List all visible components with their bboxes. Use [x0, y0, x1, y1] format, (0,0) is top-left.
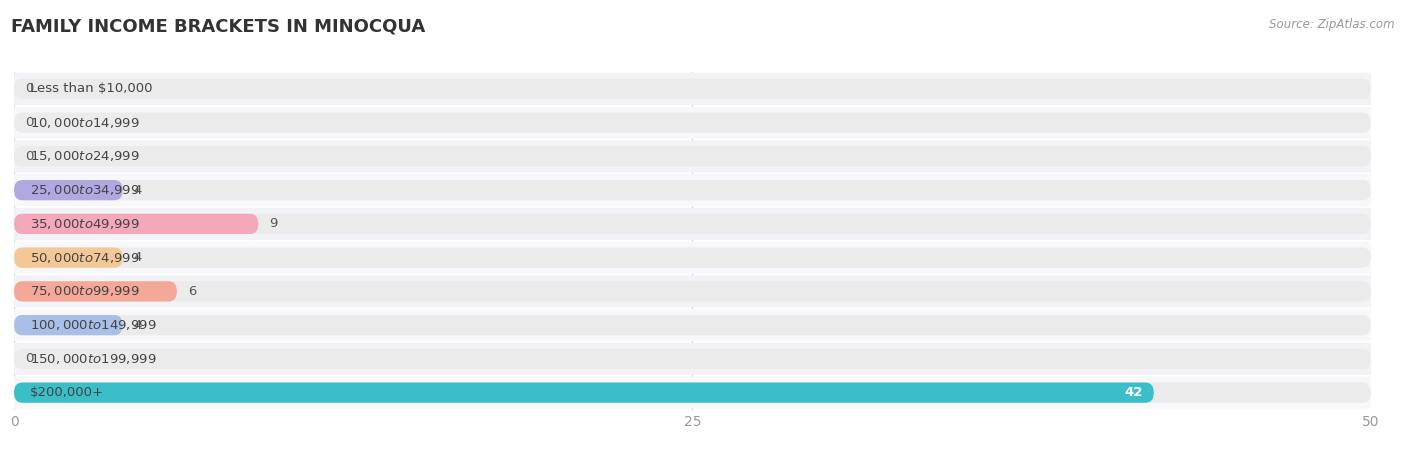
FancyBboxPatch shape — [14, 208, 1371, 240]
FancyBboxPatch shape — [14, 382, 1154, 403]
FancyBboxPatch shape — [14, 309, 1371, 341]
FancyBboxPatch shape — [14, 180, 1371, 200]
FancyBboxPatch shape — [14, 214, 1371, 234]
Text: 0: 0 — [25, 352, 34, 365]
Text: $35,000 to $49,999: $35,000 to $49,999 — [31, 217, 141, 231]
FancyBboxPatch shape — [14, 248, 1371, 268]
Text: 0: 0 — [25, 82, 34, 95]
Text: $100,000 to $149,999: $100,000 to $149,999 — [31, 318, 157, 332]
Text: FAMILY INCOME BRACKETS IN MINOCQUA: FAMILY INCOME BRACKETS IN MINOCQUA — [11, 18, 426, 36]
FancyBboxPatch shape — [14, 343, 1371, 375]
FancyBboxPatch shape — [14, 315, 1371, 335]
FancyBboxPatch shape — [14, 73, 1371, 105]
Text: $75,000 to $99,999: $75,000 to $99,999 — [31, 284, 141, 298]
FancyBboxPatch shape — [14, 377, 1371, 409]
FancyBboxPatch shape — [14, 180, 122, 200]
Text: $15,000 to $24,999: $15,000 to $24,999 — [31, 149, 141, 163]
FancyBboxPatch shape — [14, 281, 1371, 302]
FancyBboxPatch shape — [14, 275, 1371, 307]
FancyBboxPatch shape — [14, 174, 1371, 206]
FancyBboxPatch shape — [14, 242, 1371, 274]
FancyBboxPatch shape — [14, 382, 1371, 403]
Text: 6: 6 — [188, 285, 195, 298]
Text: 0: 0 — [25, 150, 34, 163]
FancyBboxPatch shape — [14, 315, 122, 335]
Text: 4: 4 — [134, 251, 142, 264]
Text: $200,000+: $200,000+ — [31, 386, 104, 399]
FancyBboxPatch shape — [14, 107, 1371, 139]
Text: $150,000 to $199,999: $150,000 to $199,999 — [31, 352, 157, 366]
FancyBboxPatch shape — [14, 140, 1371, 172]
Text: 42: 42 — [1125, 386, 1143, 399]
FancyBboxPatch shape — [14, 112, 1371, 133]
FancyBboxPatch shape — [14, 281, 177, 302]
Text: $25,000 to $34,999: $25,000 to $34,999 — [31, 183, 141, 197]
Text: 0: 0 — [25, 116, 34, 129]
Text: Less than $10,000: Less than $10,000 — [31, 82, 153, 95]
FancyBboxPatch shape — [14, 214, 259, 234]
FancyBboxPatch shape — [14, 79, 1371, 99]
Text: 4: 4 — [134, 319, 142, 332]
Text: Source: ZipAtlas.com: Source: ZipAtlas.com — [1270, 18, 1395, 31]
Text: $50,000 to $74,999: $50,000 to $74,999 — [31, 251, 141, 265]
FancyBboxPatch shape — [14, 146, 1371, 166]
Text: 4: 4 — [134, 184, 142, 197]
FancyBboxPatch shape — [14, 349, 1371, 369]
Text: 9: 9 — [269, 217, 277, 230]
Text: $10,000 to $14,999: $10,000 to $14,999 — [31, 116, 141, 130]
FancyBboxPatch shape — [14, 248, 122, 268]
